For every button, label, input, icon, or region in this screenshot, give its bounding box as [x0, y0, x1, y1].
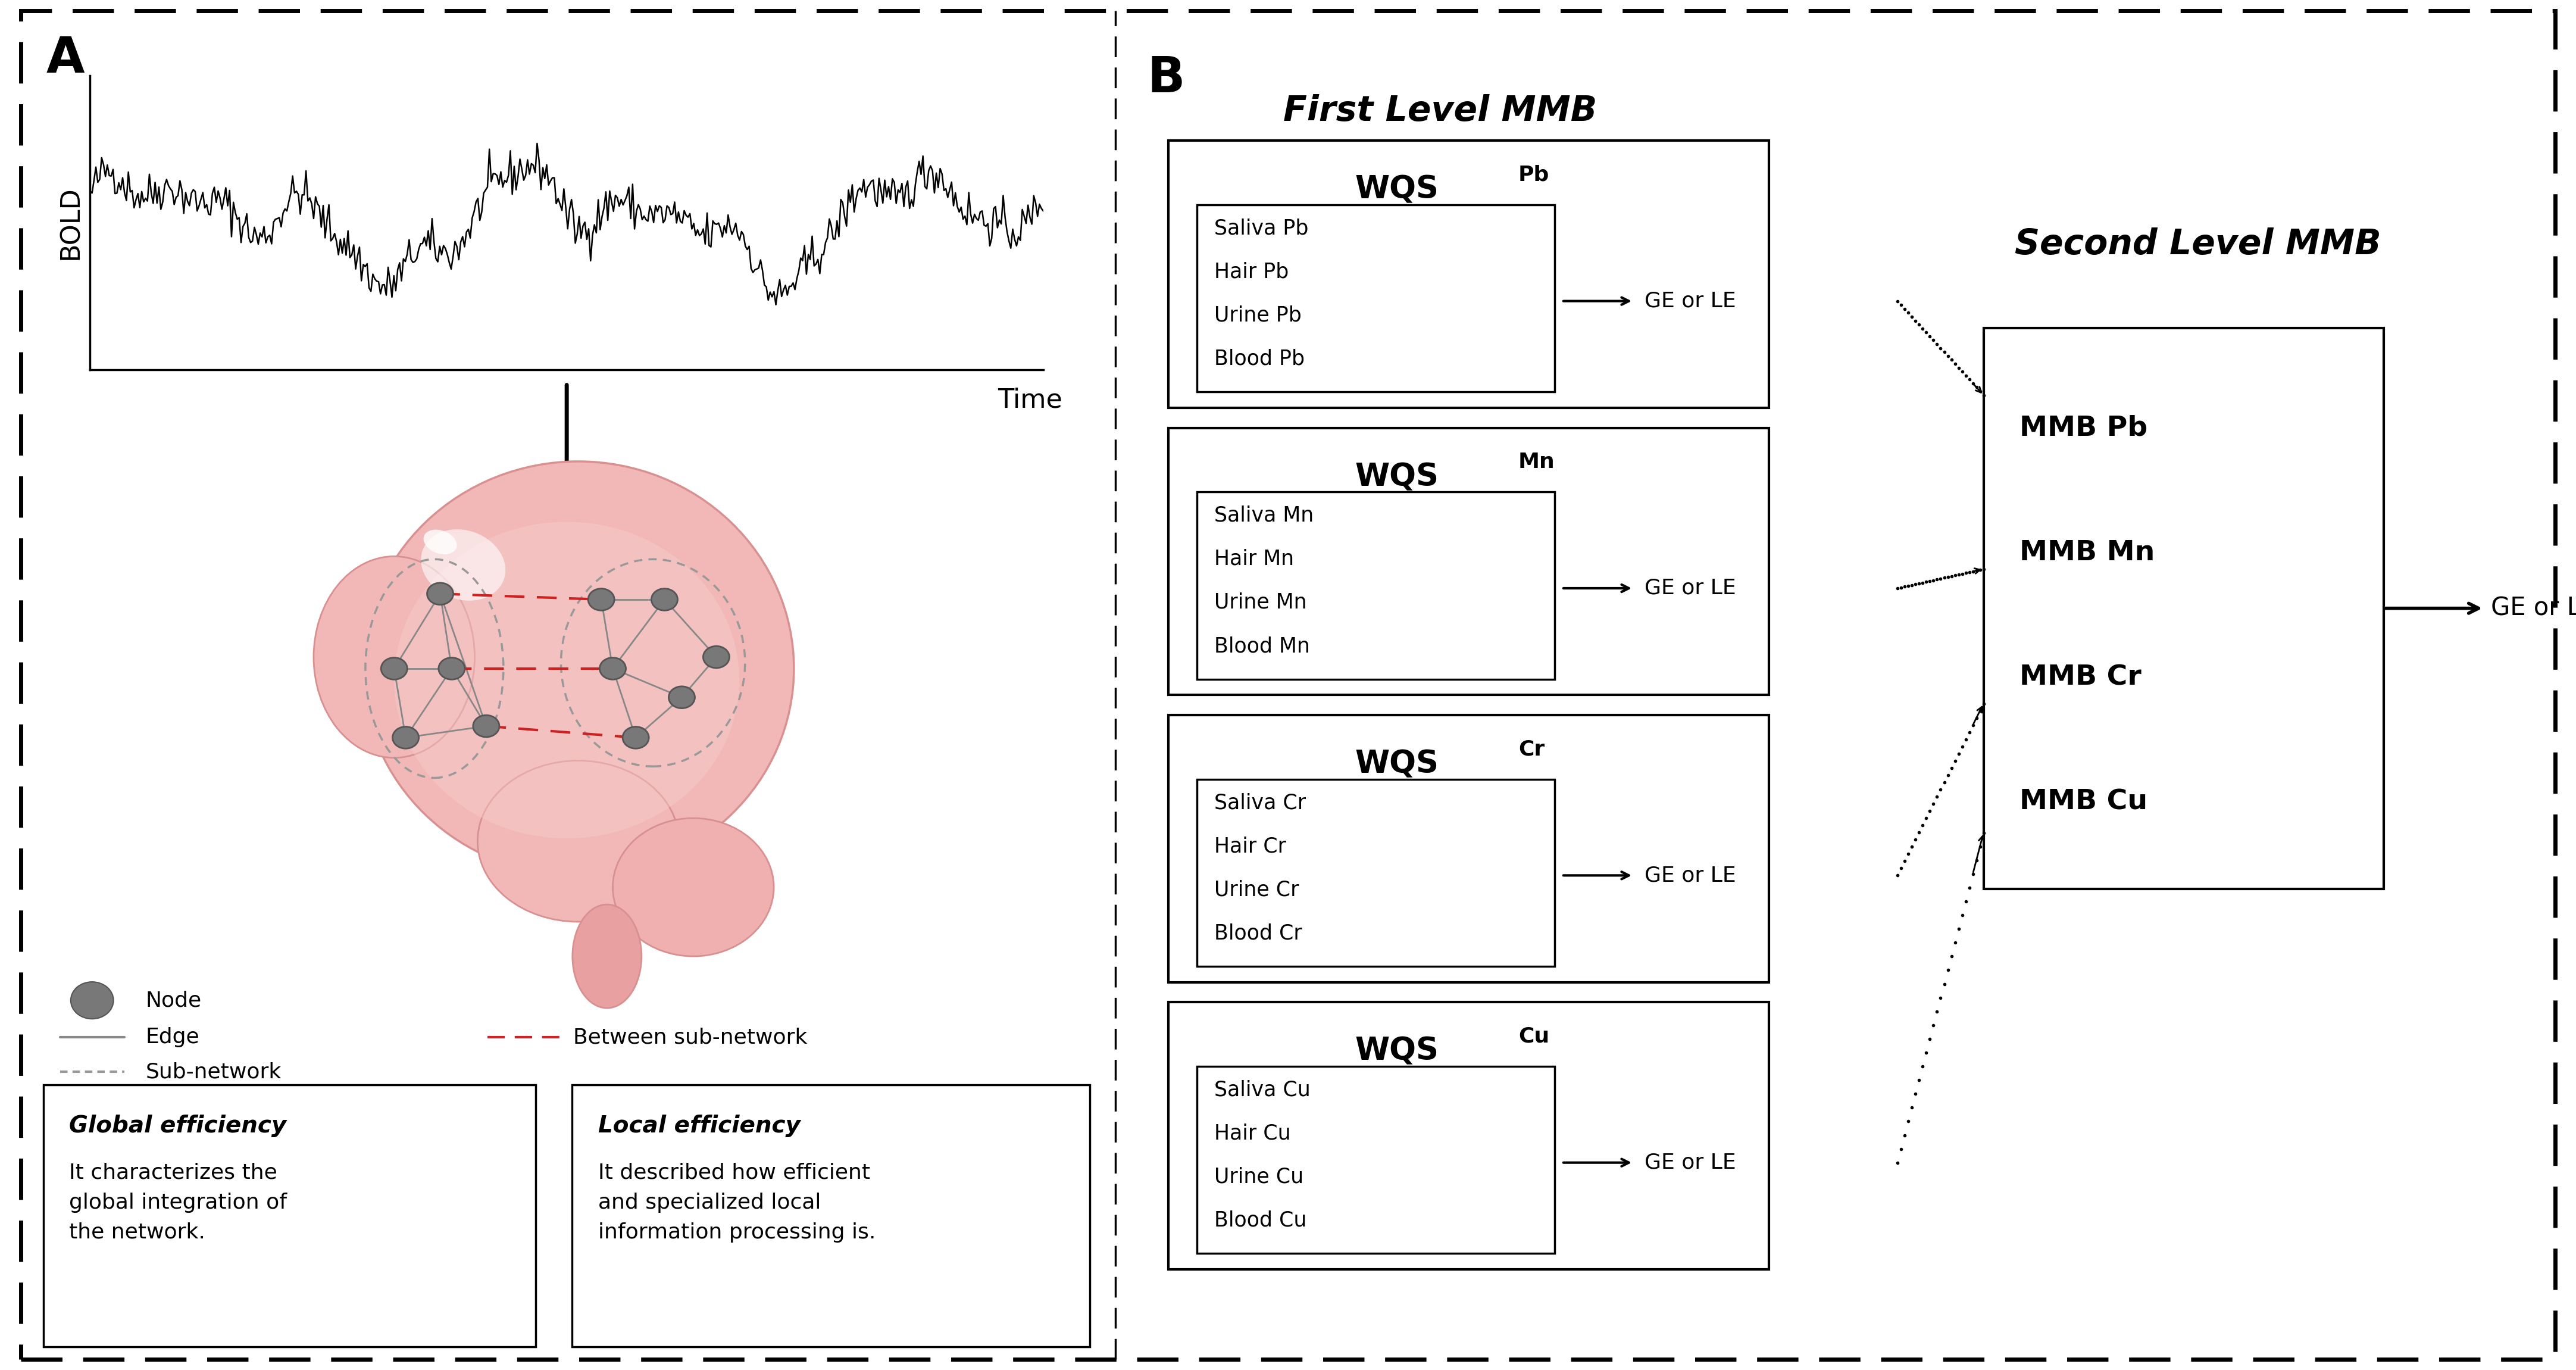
Text: First Level MMB: First Level MMB	[1283, 95, 1597, 127]
Ellipse shape	[572, 904, 641, 1008]
Ellipse shape	[587, 589, 613, 611]
Ellipse shape	[600, 658, 626, 680]
Text: Hair Cr: Hair Cr	[1213, 836, 1285, 856]
Text: Between sub-network: Between sub-network	[572, 1028, 806, 1048]
Text: Sub-network: Sub-network	[144, 1062, 281, 1082]
Text: Saliva Cu: Saliva Cu	[1213, 1080, 1311, 1100]
Text: GE or LE: GE or LE	[1643, 290, 1736, 311]
Text: MMB Cr: MMB Cr	[2020, 664, 2141, 690]
Text: Second Level MMB: Second Level MMB	[2014, 227, 2380, 262]
Text: Cu: Cu	[1517, 1026, 1548, 1047]
X-axis label: Time: Time	[997, 388, 1061, 414]
Ellipse shape	[428, 582, 453, 604]
FancyBboxPatch shape	[1170, 715, 1770, 982]
Text: Hair Cu: Hair Cu	[1213, 1123, 1291, 1144]
Text: Blood Cr: Blood Cr	[1213, 923, 1303, 944]
Text: It described how efficient
and specialized local
information processing is.: It described how efficient and specializ…	[598, 1162, 876, 1243]
Ellipse shape	[438, 658, 464, 680]
Text: Saliva Cr: Saliva Cr	[1213, 793, 1306, 812]
Ellipse shape	[70, 982, 113, 1019]
Text: Cr: Cr	[1517, 740, 1546, 759]
Text: Urine Pb: Urine Pb	[1213, 306, 1301, 326]
Ellipse shape	[420, 529, 505, 600]
Text: Blood Cu: Blood Cu	[1213, 1210, 1306, 1230]
Ellipse shape	[623, 726, 649, 748]
Text: MMB Pb: MMB Pb	[2020, 415, 2148, 441]
Text: Saliva Mn: Saliva Mn	[1213, 506, 1314, 526]
Text: WQS: WQS	[1355, 174, 1440, 206]
FancyBboxPatch shape	[44, 1085, 536, 1347]
Ellipse shape	[477, 760, 680, 922]
Text: A: A	[46, 34, 85, 82]
Text: Pb: Pb	[1517, 164, 1551, 185]
Text: WQS: WQS	[1355, 462, 1440, 492]
Text: Blood Mn: Blood Mn	[1213, 636, 1311, 656]
FancyBboxPatch shape	[1198, 205, 1553, 392]
FancyBboxPatch shape	[1170, 141, 1770, 408]
FancyBboxPatch shape	[1198, 1066, 1553, 1254]
Text: Global efficiency: Global efficiency	[70, 1114, 286, 1137]
FancyBboxPatch shape	[1984, 327, 2383, 889]
Text: Local efficiency: Local efficiency	[598, 1114, 801, 1137]
Ellipse shape	[422, 530, 456, 555]
Text: Hair Mn: Hair Mn	[1213, 549, 1293, 569]
Text: Blood Pb: Blood Pb	[1213, 349, 1306, 369]
Ellipse shape	[670, 686, 696, 708]
Text: Node: Node	[144, 991, 201, 1011]
Text: GE or LE: GE or LE	[1643, 1152, 1736, 1173]
FancyBboxPatch shape	[1170, 427, 1770, 695]
Y-axis label: BOLD: BOLD	[57, 186, 82, 259]
Text: Saliva Pb: Saliva Pb	[1213, 218, 1309, 238]
Text: Urine Cu: Urine Cu	[1213, 1167, 1303, 1186]
Text: WQS: WQS	[1355, 1036, 1440, 1067]
Ellipse shape	[474, 715, 500, 737]
Ellipse shape	[613, 818, 773, 956]
Text: MMB Cu: MMB Cu	[2020, 789, 2148, 815]
Text: Edge: Edge	[144, 1028, 198, 1048]
Text: GE or LE: GE or LE	[1643, 578, 1736, 599]
Ellipse shape	[363, 462, 793, 875]
Ellipse shape	[381, 658, 407, 680]
Text: Urine Cr: Urine Cr	[1213, 880, 1298, 900]
FancyBboxPatch shape	[572, 1085, 1090, 1347]
Text: GE or LE: GE or LE	[2491, 596, 2576, 621]
Ellipse shape	[314, 556, 474, 758]
FancyBboxPatch shape	[1198, 780, 1553, 966]
FancyBboxPatch shape	[1170, 1003, 1770, 1270]
Text: WQS: WQS	[1355, 748, 1440, 780]
Text: Urine Mn: Urine Mn	[1213, 592, 1306, 612]
Text: Hair Pb: Hair Pb	[1213, 262, 1288, 282]
Ellipse shape	[394, 522, 739, 838]
Text: GE or LE: GE or LE	[1643, 866, 1736, 885]
Text: Mn: Mn	[1517, 452, 1556, 473]
Ellipse shape	[703, 647, 729, 669]
Text: MMB Mn: MMB Mn	[2020, 540, 2154, 566]
Ellipse shape	[652, 589, 677, 611]
FancyBboxPatch shape	[1198, 492, 1553, 680]
Ellipse shape	[392, 726, 420, 748]
Text: B: B	[1146, 53, 1185, 103]
Text: It characterizes the
global integration of
the network.: It characterizes the global integration …	[70, 1162, 286, 1243]
